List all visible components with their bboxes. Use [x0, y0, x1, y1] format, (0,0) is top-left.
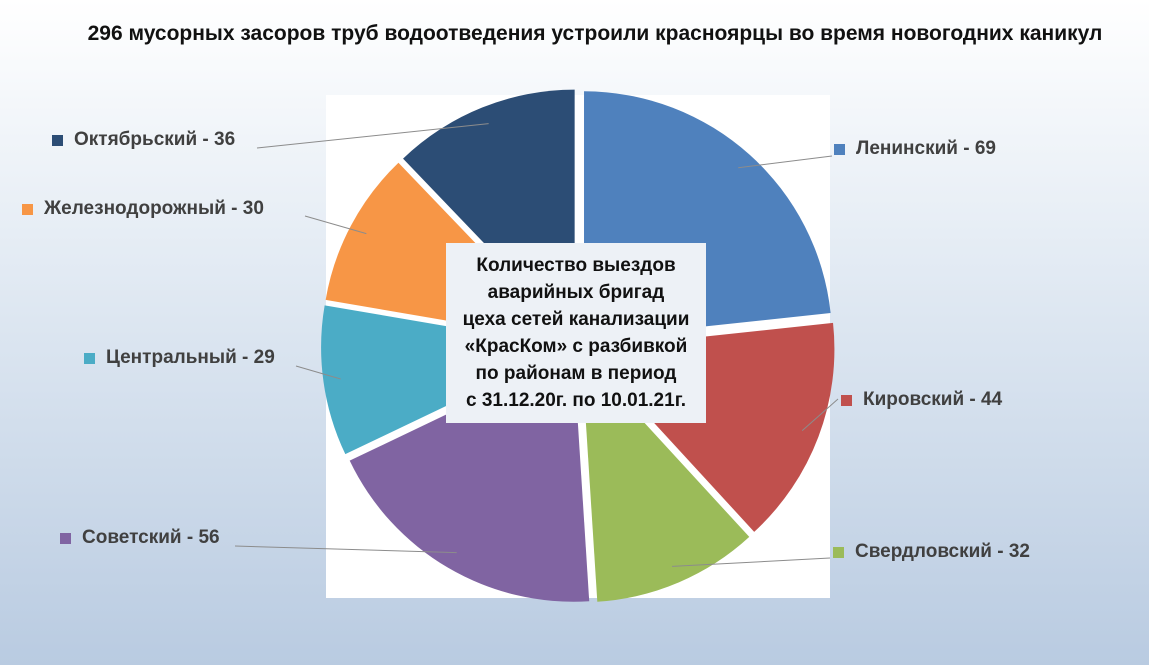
leader-line-1 — [801, 398, 839, 431]
legend-label: Октябрьский - 36 — [74, 129, 236, 150]
legend-label: Железнодорожный - 30 — [44, 198, 264, 219]
chart-title: 296 мусорных засоров труб водоотведения … — [87, 22, 1103, 45]
legend-swatch — [841, 394, 852, 406]
leader-line-0 — [738, 155, 833, 169]
legend-item-2: Свердловский - 32 — [833, 541, 1030, 563]
legend-item-5: Железнодорожный - 30 — [22, 198, 264, 220]
leader-line-3 — [234, 545, 457, 554]
legend-item-3: Советский - 56 — [60, 527, 220, 549]
legend-swatch — [834, 143, 845, 155]
legend-label: Кировский - 44 — [863, 389, 1003, 410]
legend-item-6: Октябрьский - 36 — [52, 129, 235, 151]
legend-label: Центральный - 29 — [106, 347, 275, 368]
leader-line-4 — [295, 365, 341, 380]
legend-label: Советский - 56 — [82, 527, 220, 548]
legend-item-4: Центральный - 29 — [84, 347, 275, 369]
legend-swatch — [833, 546, 844, 558]
legend-label: Свердловский - 32 — [855, 541, 1030, 562]
center-label-box: Количество выездов аварийных бригад цеха… — [446, 243, 706, 423]
legend-swatch — [22, 203, 33, 215]
legend-swatch — [60, 532, 71, 544]
legend-label: Ленинский - 69 — [856, 138, 996, 159]
center-label: Количество выездов аварийных бригад цеха… — [462, 255, 690, 411]
legend-swatch — [84, 352, 95, 364]
legend-item-0: Ленинский - 69 — [834, 138, 996, 160]
leader-line-5 — [304, 215, 367, 235]
leader-line-2 — [672, 557, 831, 567]
legend-item-1: Кировский - 44 — [841, 389, 1002, 411]
legend-swatch — [52, 134, 63, 146]
leader-line-6 — [256, 123, 489, 149]
